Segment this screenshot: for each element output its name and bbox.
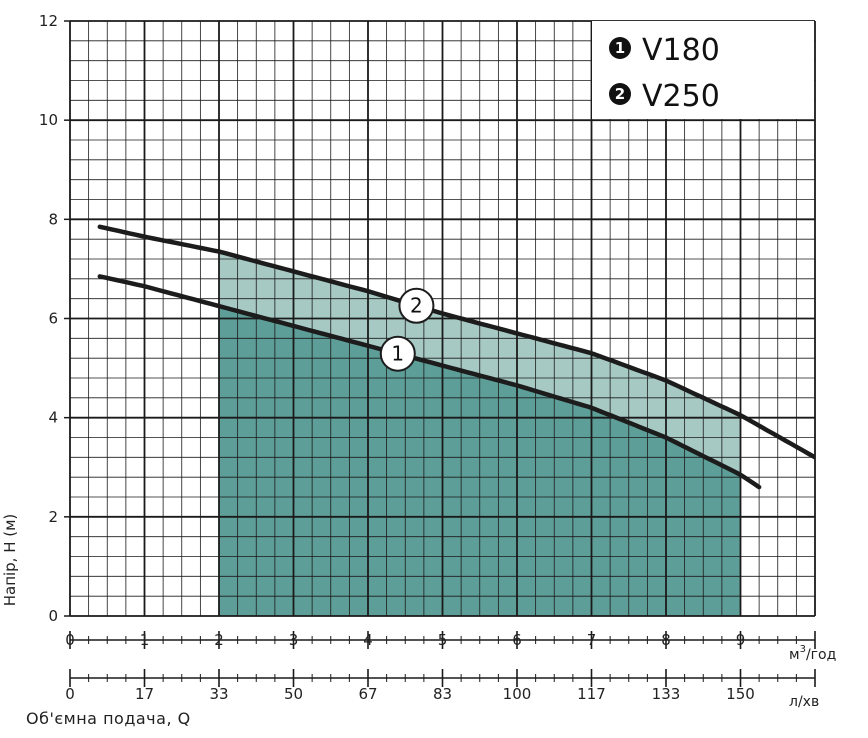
x2-tick-label: 83	[433, 685, 452, 703]
x-tick-label: 1	[140, 631, 150, 649]
x-tick-label: 6	[512, 631, 522, 649]
legend-bullet-1	[609, 37, 631, 59]
pump-curves	[97, 224, 815, 490]
legend: 1 V180 2 V250	[592, 21, 814, 119]
legend-label-v250: V250	[642, 79, 720, 114]
y-axis-label: Напір, Н (м)	[1, 514, 19, 607]
y-tick-label: 12	[39, 12, 58, 30]
x-tick-label: 3	[289, 631, 299, 649]
curve-marker-2	[398, 287, 435, 324]
y-tick-label: 6	[48, 310, 58, 328]
curve-markers: 12	[379, 287, 435, 372]
x2-tick-label: 100	[503, 685, 532, 703]
legend-num-1: 1	[615, 39, 625, 57]
x-axis-unit-tail: /год	[806, 647, 836, 663]
y-tick-label: 8	[48, 210, 58, 228]
x-axis-unit-base: м	[789, 647, 800, 663]
x2-tick-label: 117	[577, 685, 606, 703]
curve-v250	[97, 224, 815, 460]
curve-marker-1	[379, 335, 416, 372]
legend-num-2: 2	[615, 85, 625, 103]
x-tick-label: 9	[736, 631, 746, 649]
curve-marker-label-1: 1	[391, 342, 404, 366]
x2-axis-unit: л/хв	[789, 694, 819, 710]
legend-bullet-2	[609, 83, 631, 105]
x-axis-label: Об'ємна подача, Q	[26, 709, 191, 728]
legend-box	[592, 21, 814, 119]
x2-tick-label: 17	[135, 685, 154, 703]
x-tick-label: 5	[438, 631, 448, 649]
x-axis-unit: м3/год	[789, 644, 836, 663]
x-tick-label: 2	[214, 631, 224, 649]
legend-label-v180: V180	[642, 33, 720, 68]
x2-tick-label: 50	[284, 685, 303, 703]
x2-tick-label: 67	[358, 685, 377, 703]
y-tick-label: 2	[48, 508, 58, 526]
x-axis-unit-sup: 3	[800, 644, 806, 655]
y-tick-label: 0	[48, 607, 58, 625]
x-tick-label: 0	[65, 631, 75, 649]
y-tick-label: 10	[39, 111, 58, 129]
x-tick-label: 7	[587, 631, 597, 649]
x2-tick-label: 133	[652, 685, 681, 703]
x-tick-label: 4	[363, 631, 373, 649]
x2-tick-label: 0	[65, 685, 75, 703]
x2-tick-label: 33	[209, 685, 228, 703]
x-tick-label: 8	[661, 631, 671, 649]
x2-tick-label: 150	[726, 685, 755, 703]
curve-marker-label-2: 2	[410, 294, 423, 318]
curve-v180	[97, 274, 762, 490]
y-tick-label: 4	[48, 409, 58, 427]
